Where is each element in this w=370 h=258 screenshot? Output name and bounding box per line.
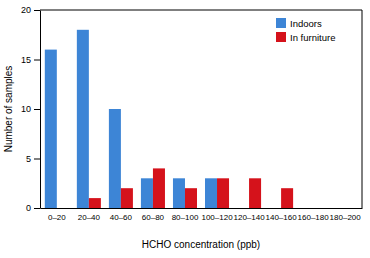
y-axis: 0 5 10 15 20 [21, 5, 41, 213]
bar [57, 208, 69, 209]
y-tick-mark [34, 60, 40, 61]
bar [45, 50, 57, 208]
x-tick: 160–180 [298, 213, 330, 222]
bar [185, 188, 197, 208]
bar [237, 208, 249, 209]
bar [205, 178, 217, 208]
x-tick: 180–200 [330, 213, 362, 222]
bar [77, 30, 89, 208]
legend: Indoors In furniture [276, 18, 335, 43]
x-tick: 0–20 [48, 213, 66, 222]
y-tick-label: 0 [26, 203, 31, 213]
legend-label: Indoors [290, 18, 322, 29]
y-tick-mark [34, 10, 40, 11]
bar [153, 168, 165, 208]
x-tick: 100–120 [201, 213, 233, 222]
x-axis-title: HCHO concentration (ppb) [142, 239, 260, 250]
x-tick: 60–80 [142, 213, 165, 222]
y-tick: 10 [21, 104, 40, 114]
bar [141, 178, 153, 208]
frame [40, 10, 362, 11]
x-tick: 80–100 [172, 213, 199, 222]
x-tick: 140–160 [266, 213, 298, 222]
x-tick: 40–60 [110, 213, 133, 222]
bar [173, 178, 185, 208]
x-tick-label: 180–200 [330, 213, 362, 222]
y-tick-label: 15 [21, 55, 31, 65]
y-tick-label: 10 [21, 104, 31, 114]
legend-label: In furniture [290, 32, 335, 43]
x-axis: 0–2020–4040–6060–8080–100100–120120–1401… [41, 209, 363, 222]
y-tick-label: 5 [26, 154, 31, 164]
x-tick-label: 140–160 [266, 213, 298, 222]
bar [269, 208, 281, 209]
plot-area: 0 5 10 15 20 0–20 20–40 40–60 60–80 80–100100–120… [21, 5, 363, 221]
bar [313, 208, 325, 209]
bar [301, 208, 313, 209]
y-tick: 5 [26, 154, 40, 164]
legend-swatch [276, 32, 286, 42]
bar [121, 188, 133, 208]
bar [89, 198, 101, 208]
x-tick: 120–140 [233, 213, 265, 222]
x-tick-label: 80–100 [172, 213, 199, 222]
y-tick-mark [34, 159, 40, 160]
x-tick-label: 0–20 [48, 213, 66, 222]
x-tick-label: 120–140 [233, 213, 265, 222]
bar [281, 188, 293, 208]
y-tick: 15 [21, 55, 40, 65]
legend-swatch [276, 18, 286, 28]
y-tick: 0 [26, 203, 40, 213]
x-tick: 20–40 [78, 213, 101, 222]
bar [217, 178, 229, 208]
y-tick-label: 20 [21, 5, 31, 15]
x-tick-label: 60–80 [142, 213, 165, 222]
bar [333, 208, 345, 209]
bars [45, 30, 293, 208]
y-axis-title: Number of samples [3, 66, 14, 153]
y-axis-line [40, 11, 41, 209]
y-tick-mark [34, 109, 40, 110]
y-tick: 20 [21, 5, 40, 15]
x-tick-label: 160–180 [298, 213, 330, 222]
bar [249, 178, 261, 208]
x-tick-label: 100–120 [201, 213, 233, 222]
chart: 0 5 10 15 20 0–20 20–40 40–60 60–80 80–100100–120… [0, 0, 370, 258]
bar [109, 109, 121, 208]
x-tick-label: 40–60 [110, 213, 133, 222]
bar [345, 208, 357, 209]
y-tick-mark [34, 208, 40, 209]
frame [362, 10, 363, 208]
x-tick-label: 20–40 [78, 213, 101, 222]
x-axis-line [41, 208, 363, 209]
